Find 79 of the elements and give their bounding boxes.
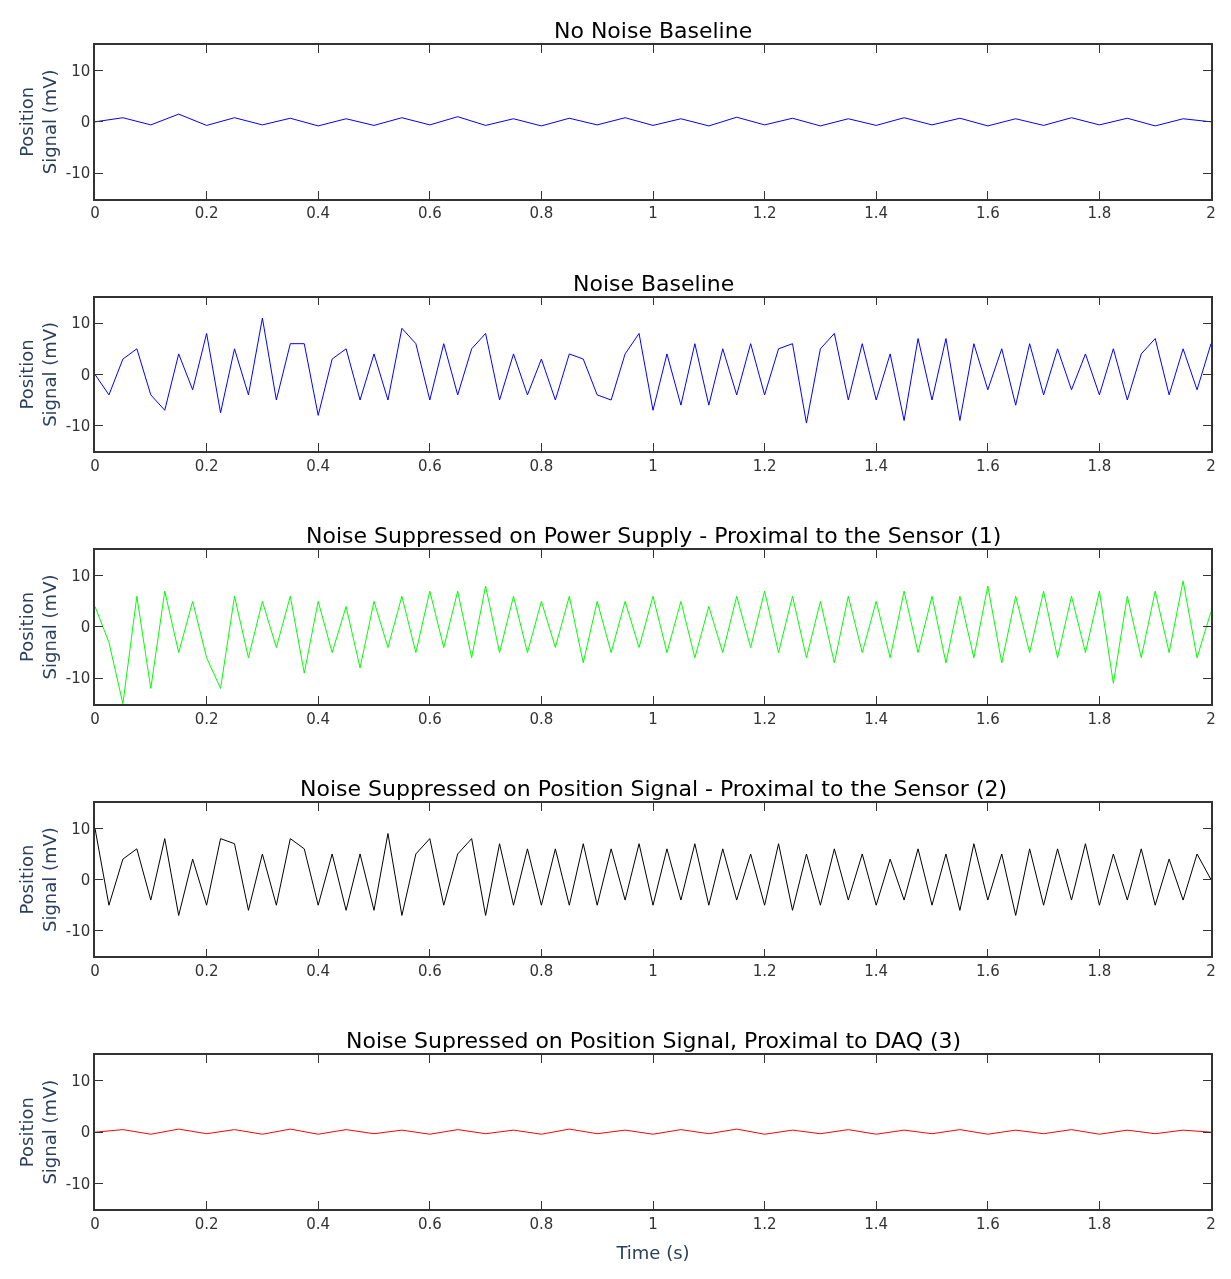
x-tick-label: 0.2 bbox=[194, 1214, 219, 1233]
x-tick-label: 1.8 bbox=[1087, 962, 1112, 981]
y-tick-label: 0 bbox=[80, 618, 91, 637]
x-tick-label: 1.8 bbox=[1087, 709, 1112, 728]
x-axis-title: Time (s) bbox=[615, 1242, 690, 1264]
y-tick-label: -10 bbox=[65, 416, 91, 435]
x-tick-label: 1.8 bbox=[1087, 204, 1112, 223]
x-tick-label: 1.8 bbox=[1087, 456, 1112, 475]
x-tick-label: 0.8 bbox=[529, 1214, 554, 1233]
x-tick-label: 0.4 bbox=[306, 204, 331, 223]
x-tick-label: 0.6 bbox=[417, 1214, 442, 1233]
y-axis-title: Position Signal (mV) bbox=[16, 574, 61, 680]
y-tick-label: -10 bbox=[65, 669, 91, 688]
x-tick-label: 1.6 bbox=[975, 204, 1000, 223]
x-tick-label: 1 bbox=[648, 204, 658, 223]
x-tick-label: 0.8 bbox=[529, 962, 554, 981]
x-tick-label: 0.2 bbox=[194, 709, 219, 728]
line-series bbox=[95, 317, 1211, 424]
y-tick-label: 10 bbox=[71, 314, 91, 333]
y-axis-title: Position Signal (mV) bbox=[16, 69, 61, 175]
x-tick-label: 0.8 bbox=[529, 709, 554, 728]
x-tick-label: 1 bbox=[648, 456, 658, 475]
x-tick-label: 1 bbox=[648, 962, 658, 981]
x-tick-label: 1.4 bbox=[864, 1214, 889, 1233]
x-tick-label: 1.2 bbox=[752, 1214, 777, 1233]
chart-title: Noise Suppressed on Position Signal - Proximal to the Sensor (2) bbox=[300, 776, 1008, 801]
y-tick-label: 10 bbox=[71, 819, 91, 838]
x-tick-label: 0.6 bbox=[417, 962, 442, 981]
y-tick-label: 10 bbox=[71, 567, 91, 586]
chart-title: Noise Suppressed on Power Supply - Proximal to the Sensor (1) bbox=[306, 523, 1002, 548]
x-tick-label: 2 bbox=[1206, 709, 1216, 728]
x-tick-label: 0.6 bbox=[417, 456, 442, 475]
y-tick-label: -10 bbox=[65, 922, 91, 941]
x-tick-label: 1.4 bbox=[864, 204, 889, 223]
chart-title: No Noise Baseline bbox=[554, 18, 753, 43]
chart-title: Noise Baseline bbox=[573, 271, 735, 296]
line-series bbox=[95, 580, 1211, 704]
x-tick-label: 1.2 bbox=[752, 456, 777, 475]
x-tick-label: 1.4 bbox=[864, 962, 889, 981]
x-tick-label: 1.6 bbox=[975, 1214, 1000, 1233]
x-tick-label: 0.2 bbox=[194, 456, 219, 475]
x-tick-label: 1.6 bbox=[975, 709, 1000, 728]
y-tick-label: 0 bbox=[80, 365, 91, 384]
y-tick-label: 10 bbox=[71, 1072, 91, 1091]
x-tick-label: 2 bbox=[1206, 1214, 1216, 1233]
x-tick-label: 0.4 bbox=[306, 456, 331, 475]
x-tick-label: 0.8 bbox=[529, 456, 554, 475]
y-tick-label: 0 bbox=[80, 113, 91, 132]
x-tick-label: 2 bbox=[1206, 204, 1216, 223]
chart-title: Noise Supressed on Position Signal, Proximal to DAQ (3) bbox=[346, 1028, 962, 1053]
y-axis-title: Position Signal (mV) bbox=[16, 827, 61, 933]
y-tick-label: -10 bbox=[65, 1174, 91, 1193]
x-tick-label: 0.2 bbox=[194, 962, 219, 981]
line-series bbox=[95, 827, 1211, 916]
y-tick-label: 0 bbox=[80, 870, 91, 889]
x-tick-label: 1.2 bbox=[752, 204, 777, 223]
x-tick-label: 0.6 bbox=[417, 204, 442, 223]
x-tick-label: 2 bbox=[1206, 962, 1216, 981]
y-tick-label: 10 bbox=[71, 61, 91, 80]
x-tick-label: 1.2 bbox=[752, 962, 777, 981]
x-tick-label: 1.6 bbox=[975, 456, 1000, 475]
y-tick-label: -10 bbox=[65, 164, 91, 183]
x-tick-label: 1.4 bbox=[864, 456, 889, 475]
y-axis-title: Position Signal (mV) bbox=[16, 1079, 61, 1185]
x-tick-label: 1.2 bbox=[752, 709, 777, 728]
x-tick-label: 1 bbox=[648, 1214, 658, 1233]
x-tick-label: 0.2 bbox=[194, 204, 219, 223]
x-tick-label: 1 bbox=[648, 709, 658, 728]
x-tick-label: 1.6 bbox=[975, 962, 1000, 981]
x-tick-label: 1.4 bbox=[864, 709, 889, 728]
x-tick-label: 0.4 bbox=[306, 1214, 331, 1233]
x-tick-label: 1.8 bbox=[1087, 1214, 1112, 1233]
y-axis-title: Position Signal (mV) bbox=[16, 321, 61, 427]
x-tick-label: 0.4 bbox=[306, 709, 331, 728]
x-tick-label: 0.4 bbox=[306, 962, 331, 981]
y-tick-label: 0 bbox=[80, 1123, 91, 1142]
x-tick-label: 2 bbox=[1206, 456, 1216, 475]
x-tick-label: 0.8 bbox=[529, 204, 554, 223]
x-tick-label: 0.6 bbox=[417, 709, 442, 728]
